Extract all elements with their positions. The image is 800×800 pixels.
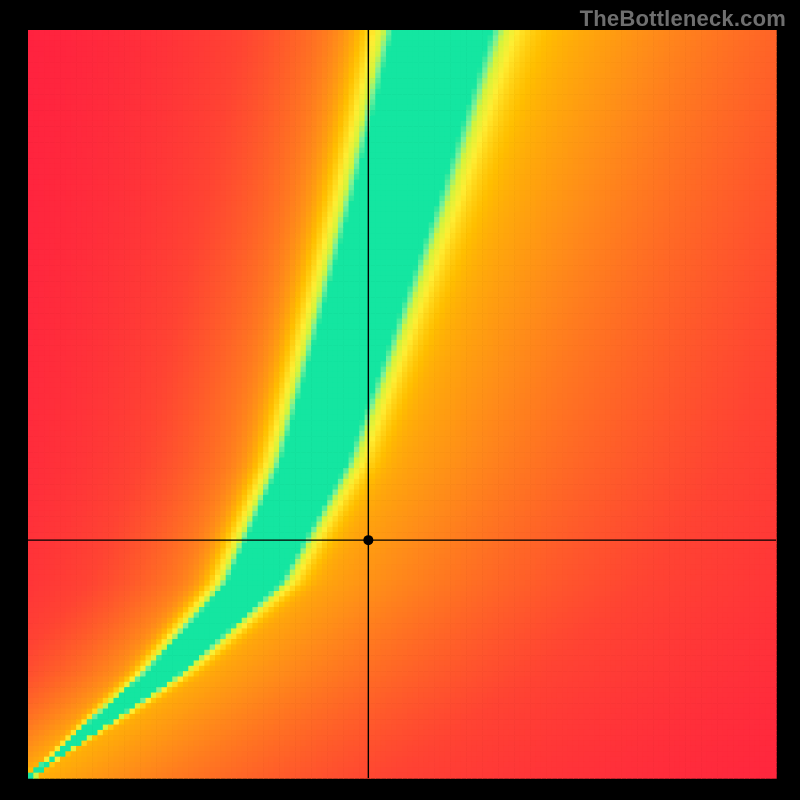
chart-container: TheBottleneck.com bbox=[0, 0, 800, 800]
watermark-text: TheBottleneck.com bbox=[580, 6, 786, 32]
bottleneck-heatmap bbox=[0, 0, 800, 800]
